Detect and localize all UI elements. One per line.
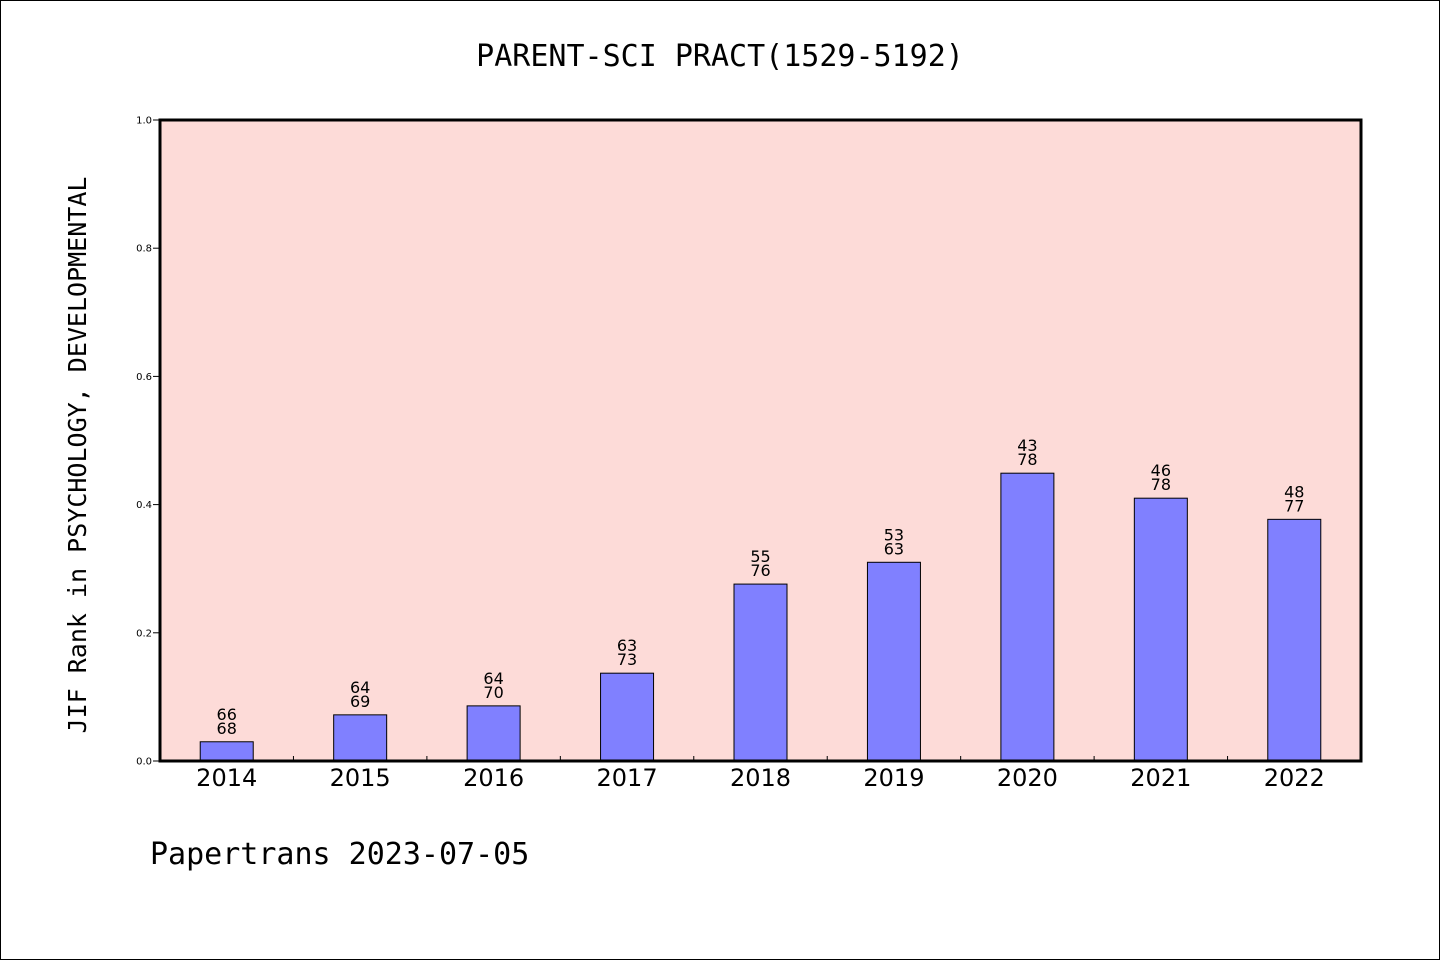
y-tick-label: 0.0 <box>136 757 152 768</box>
data-label-rank: 43 <box>1017 436 1037 455</box>
data-label-rank: 64 <box>483 669 503 688</box>
data-label-rank: 53 <box>884 525 904 544</box>
data-label-rank: 64 <box>350 678 370 697</box>
bar-2020 <box>1000 472 1055 762</box>
data-label-total: 78 <box>1151 475 1171 494</box>
bar-2019 <box>866 561 921 762</box>
plot-border <box>158 118 1363 763</box>
x-tick-label: 2019 <box>863 764 924 792</box>
y-tick-label: 0.2 <box>136 628 152 639</box>
data-label-rank: 63 <box>617 636 637 655</box>
data-label-total: 78 <box>1017 450 1037 469</box>
y-tick-label: 0.6 <box>136 372 152 383</box>
x-tick-label: 2014 <box>196 764 257 792</box>
data-label-total: 70 <box>483 683 503 702</box>
data-label-rank: 46 <box>1151 461 1171 480</box>
y-tick-label: 0.4 <box>136 500 152 511</box>
data-label-total: 77 <box>1284 496 1304 515</box>
footer-text: Papertrans 2023-07-05 <box>150 837 529 872</box>
x-tick-label: 2016 <box>463 764 524 792</box>
data-label-total: 63 <box>884 539 904 558</box>
data-label-total: 73 <box>617 650 637 669</box>
bar-2018 <box>733 583 788 762</box>
bar-2021 <box>1133 497 1188 762</box>
bar-2014 <box>199 741 254 762</box>
y-tick-label: 1.0 <box>136 116 152 127</box>
x-tick-label: 2015 <box>330 764 391 792</box>
data-label-rank: 55 <box>750 547 770 566</box>
data-label-total: 69 <box>350 692 370 711</box>
data-label-total: 76 <box>750 561 770 580</box>
y-axis-label: JIF Rank in PSYCHOLOGY, DEVELOPMENTAL <box>63 177 92 734</box>
bar-2016 <box>466 705 521 762</box>
x-tick-label: 2022 <box>1264 764 1325 792</box>
data-label-rank: 48 <box>1284 482 1304 501</box>
data-label-rank: 66 <box>217 705 237 724</box>
y-tick-label: 0.8 <box>136 244 152 255</box>
data-label-total: 68 <box>217 719 237 738</box>
bar-2015 <box>333 714 388 762</box>
x-tick-label: 2018 <box>730 764 791 792</box>
x-tick-label: 2017 <box>597 764 658 792</box>
x-tick-label: 2021 <box>1130 764 1191 792</box>
x-tick-label: 2020 <box>997 764 1058 792</box>
bar-2017 <box>600 672 655 762</box>
chart-title: PARENT-SCI PRACT(1529-5192) <box>476 39 964 74</box>
bar-2022 <box>1267 518 1322 762</box>
